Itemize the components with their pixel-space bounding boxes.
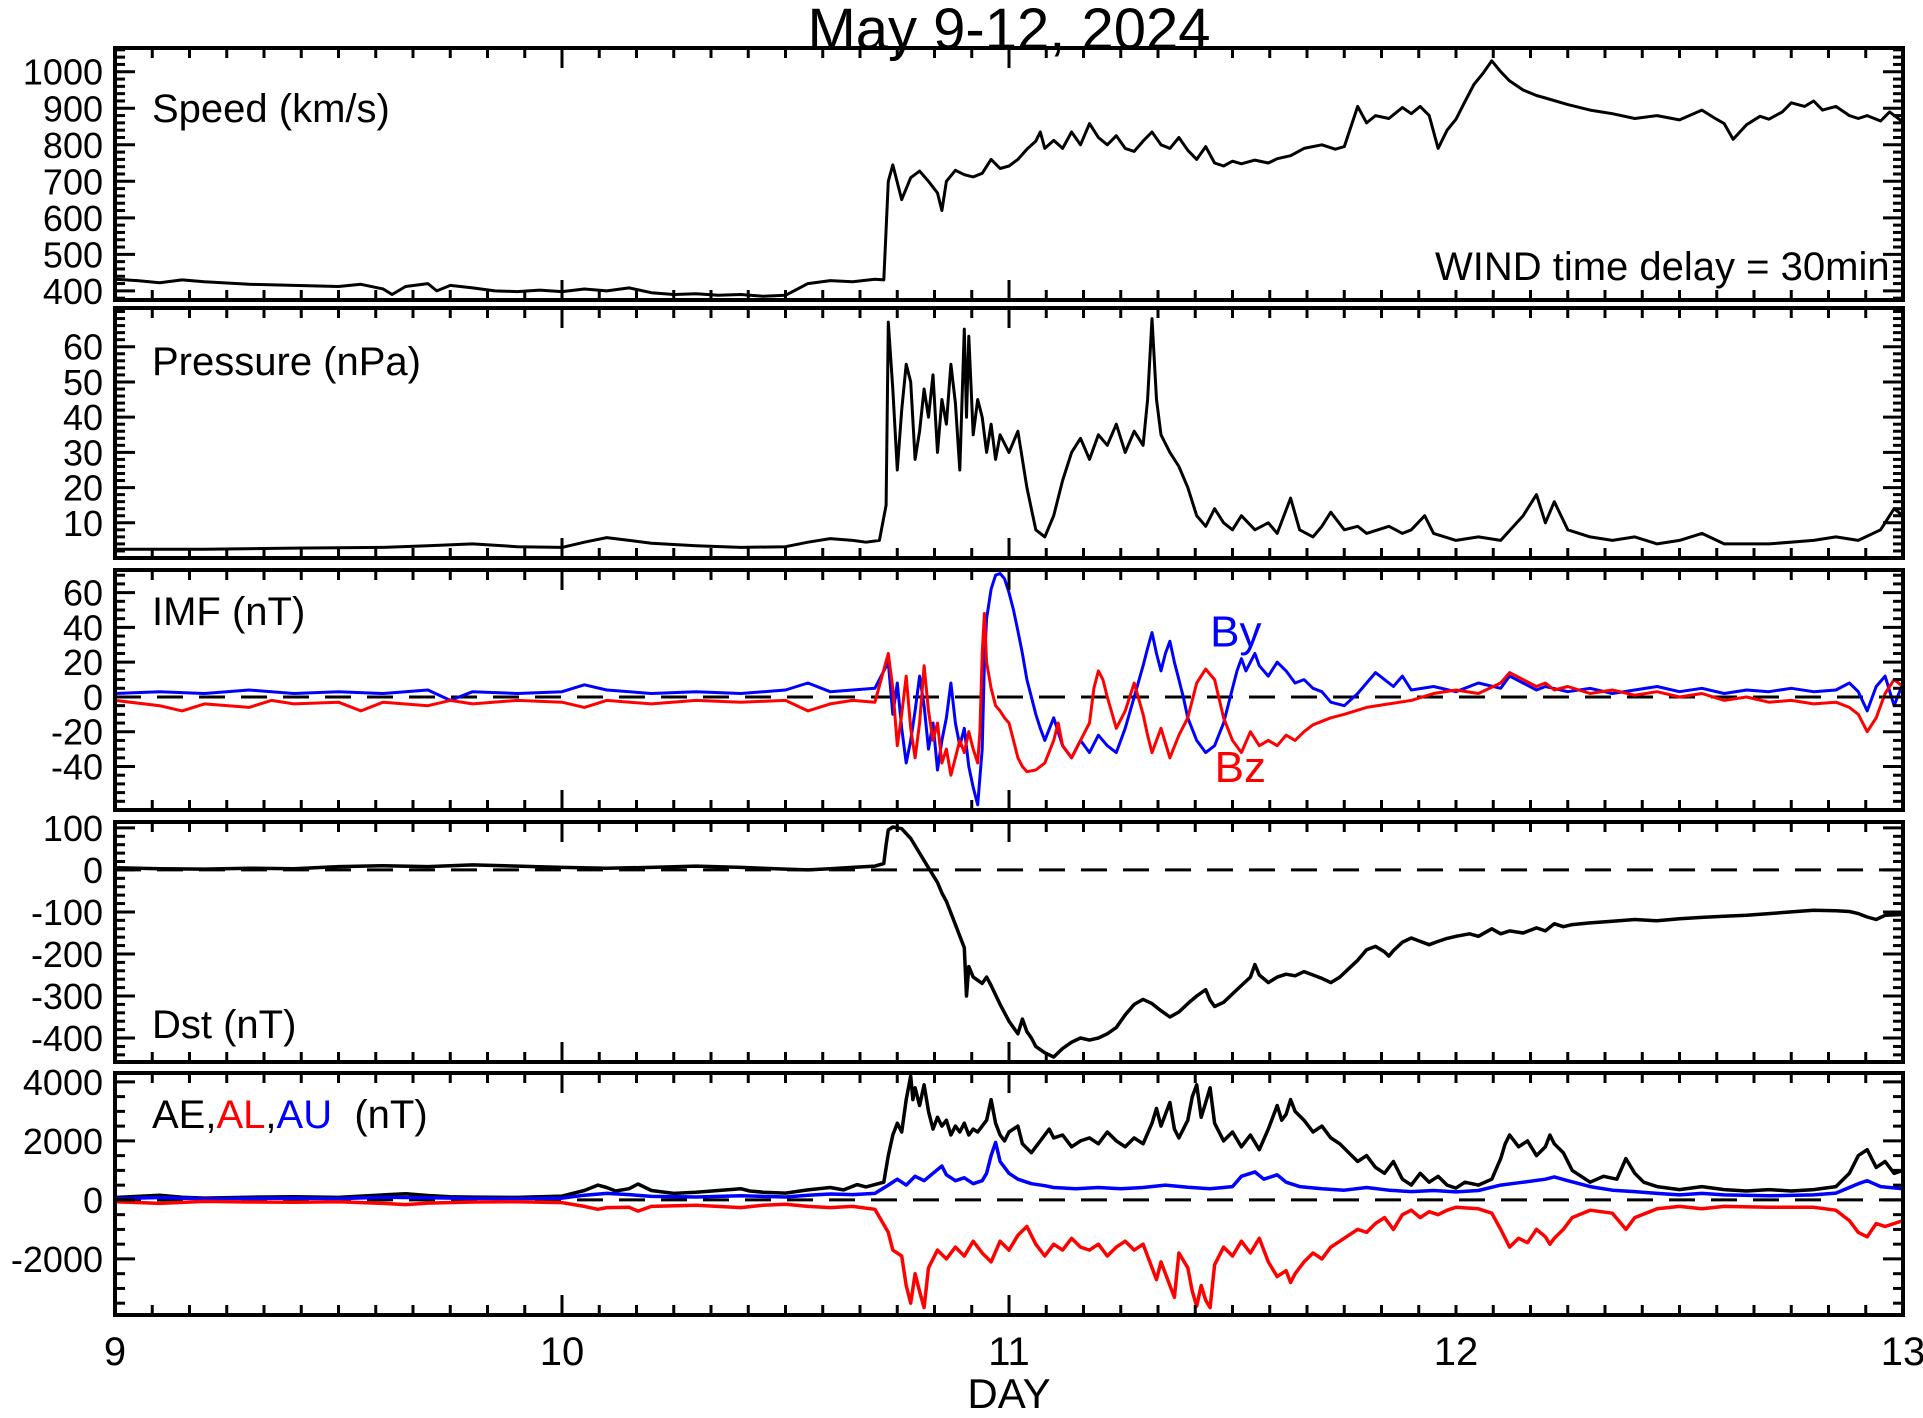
y-tick-label-dst: -300 (31, 976, 103, 1017)
series-speed-line (115, 59, 1903, 298)
y-tick-label-auroral: 2000 (23, 1121, 103, 1162)
y-tick-label-pressure: 30 (63, 432, 103, 473)
x-tick-label: 10 (540, 1330, 585, 1374)
panel-auroral: -2000 0 2000 4000 AE,AL,AU (nT) (11, 1062, 1905, 1317)
y-tick-label-dst: -200 (31, 934, 103, 975)
series-ae-line (115, 1074, 1903, 1200)
x-tick-label: 11 (988, 1330, 1030, 1374)
y-tick-label-dst: -400 (31, 1018, 103, 1059)
y-tick-label-pressure: 50 (63, 362, 103, 403)
panel-frame-dst (113, 820, 1905, 1064)
y-tick-label-speed: 500 (43, 234, 103, 275)
panel-label-speed: Speed (km/s) (152, 87, 390, 131)
y-tick-label-speed: 600 (43, 198, 103, 239)
x-tick-label: 13 (1881, 1330, 1923, 1374)
y-tick-label-pressure: 20 (63, 468, 103, 509)
y-tick-label-imf: -20 (51, 712, 103, 753)
ticks-speed (113, 48, 1905, 300)
y-tick-label-speed: 900 (43, 88, 103, 129)
ticks-auroral (113, 1073, 1905, 1315)
panel-label-auroral: AE,AL,AU (nT) (152, 1093, 428, 1137)
series-dst-line (115, 825, 1903, 1059)
x-tick-label: 12 (1434, 1330, 1479, 1374)
series-au-line (115, 1140, 1903, 1201)
x-axis-title: DAY (967, 1370, 1050, 1413)
y-tick-label-auroral: 4000 (23, 1062, 103, 1103)
y-tick-label-auroral: 0 (83, 1180, 103, 1221)
series-by-line (115, 572, 1903, 807)
ticks-pressure (113, 308, 1905, 560)
y-tick-label-imf: 60 (63, 573, 103, 614)
annotation-by: By (1210, 608, 1261, 657)
y-tick-label-imf: -40 (51, 747, 103, 788)
chart-title: May 9-12, 2024 (807, 0, 1211, 62)
panel-label-imf: IMF (nT) (152, 590, 305, 634)
annotation-wind-time-delay-30min: WIND time delay = 30min (1435, 245, 1890, 289)
panel-label-pressure: Pressure (nPa) (152, 340, 421, 384)
x-axis-labels: 9 10 11 12 13 DAY (104, 1330, 1923, 1417)
annotation-bz: Bz (1215, 743, 1266, 792)
panel-label-dst: Dst (nT) (152, 1003, 296, 1047)
ticks-dst (113, 822, 1905, 1062)
y-tick-label-imf: 40 (63, 607, 103, 648)
y-tick-label-pressure: 60 (63, 327, 103, 368)
y-tick-label-speed: 1000 (23, 52, 103, 93)
y-tick-label-speed: 800 (43, 125, 103, 166)
y-tick-label-pressure: 10 (63, 503, 103, 544)
y-tick-label-speed: 400 (43, 271, 103, 312)
y-tick-label-dst: -100 (31, 892, 103, 933)
ticks-imf (113, 570, 1905, 812)
y-tick-label-imf: 20 (63, 642, 103, 683)
y-tick-label-dst: 0 (83, 850, 103, 891)
y-tick-label-auroral: -2000 (11, 1239, 103, 1280)
x-tick-label: 9 (104, 1330, 126, 1374)
y-tick-label-speed: 700 (43, 161, 103, 202)
y-tick-label-dst: 100 (43, 808, 103, 849)
y-tick-label-imf: 0 (83, 677, 103, 718)
series-pressure-line (115, 317, 1903, 551)
y-tick-label-pressure: 40 (63, 397, 103, 438)
series-bz-line (115, 612, 1903, 777)
series-al-line (115, 1199, 1903, 1310)
